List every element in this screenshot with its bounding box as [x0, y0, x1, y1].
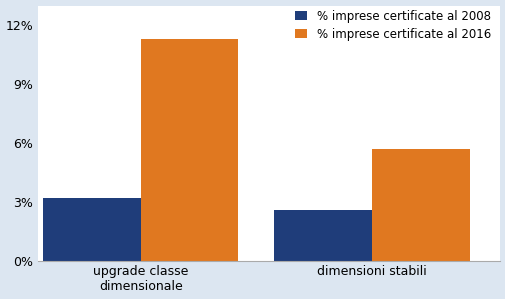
Bar	[274, 210, 371, 261]
Bar	[43, 198, 140, 261]
Legend: % imprese certificate al 2008, % imprese certificate al 2016: % imprese certificate al 2008, % imprese…	[291, 6, 493, 44]
Bar	[371, 149, 469, 261]
Bar	[140, 39, 238, 261]
